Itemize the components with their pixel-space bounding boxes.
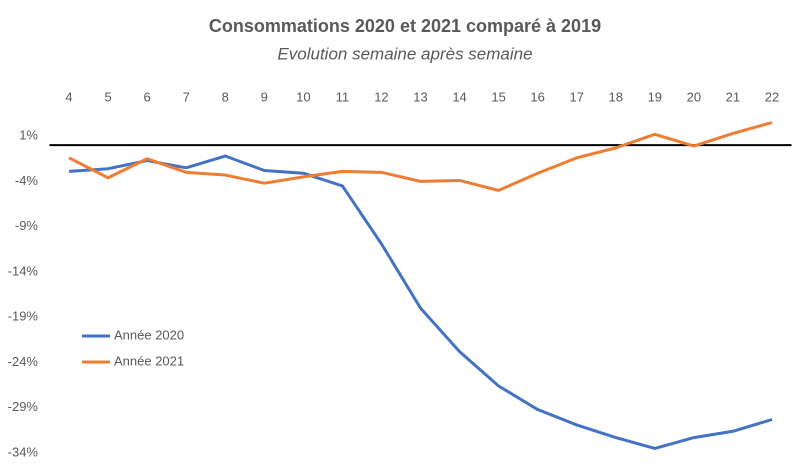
x-tick-label: 19 (648, 89, 662, 104)
x-tick-label: 16 (530, 89, 544, 104)
data-line (68, 121, 773, 192)
y-tick-label: -4% (15, 173, 39, 188)
x-tick-label: 18 (609, 89, 623, 104)
x-tick-label: 17 (569, 89, 583, 104)
y-tick-label: -29% (8, 399, 39, 414)
x-tick-label: 15 (491, 89, 505, 104)
x-tick-label: 21 (726, 89, 740, 104)
x-tick-label: 7 (183, 89, 190, 104)
y-tick-label: -34% (8, 444, 39, 459)
y-tick-label: -19% (8, 309, 39, 324)
x-tick-label: 10 (296, 89, 310, 104)
legend-label: Année 2021 (114, 353, 184, 368)
x-tick-label: 4 (65, 89, 72, 104)
x-tick-label: 20 (687, 89, 701, 104)
x-tick-label: 12 (374, 89, 388, 104)
chart-title: Consommations 2020 et 2021 comparé à 201… (209, 16, 601, 36)
x-tick-label: 11 (336, 89, 350, 104)
y-tick-label: 1% (19, 128, 38, 143)
y-tick-label: -14% (8, 263, 39, 278)
x-tick-label: 6 (144, 89, 151, 104)
y-tick-label: -24% (8, 354, 39, 369)
x-tick-label: 13 (413, 89, 427, 104)
x-tick-label: 5 (104, 89, 111, 104)
x-tick-label: 14 (452, 89, 466, 104)
y-tick-label: -9% (15, 218, 39, 233)
data-line (68, 154, 773, 450)
chart-subtitle: Evolution semaine après semaine (277, 44, 532, 63)
legend-label: Année 2020 (114, 327, 184, 342)
x-tick-label: 9 (261, 89, 268, 104)
x-tick-label: 22 (765, 89, 779, 104)
x-tick-label: 8 (222, 89, 229, 104)
